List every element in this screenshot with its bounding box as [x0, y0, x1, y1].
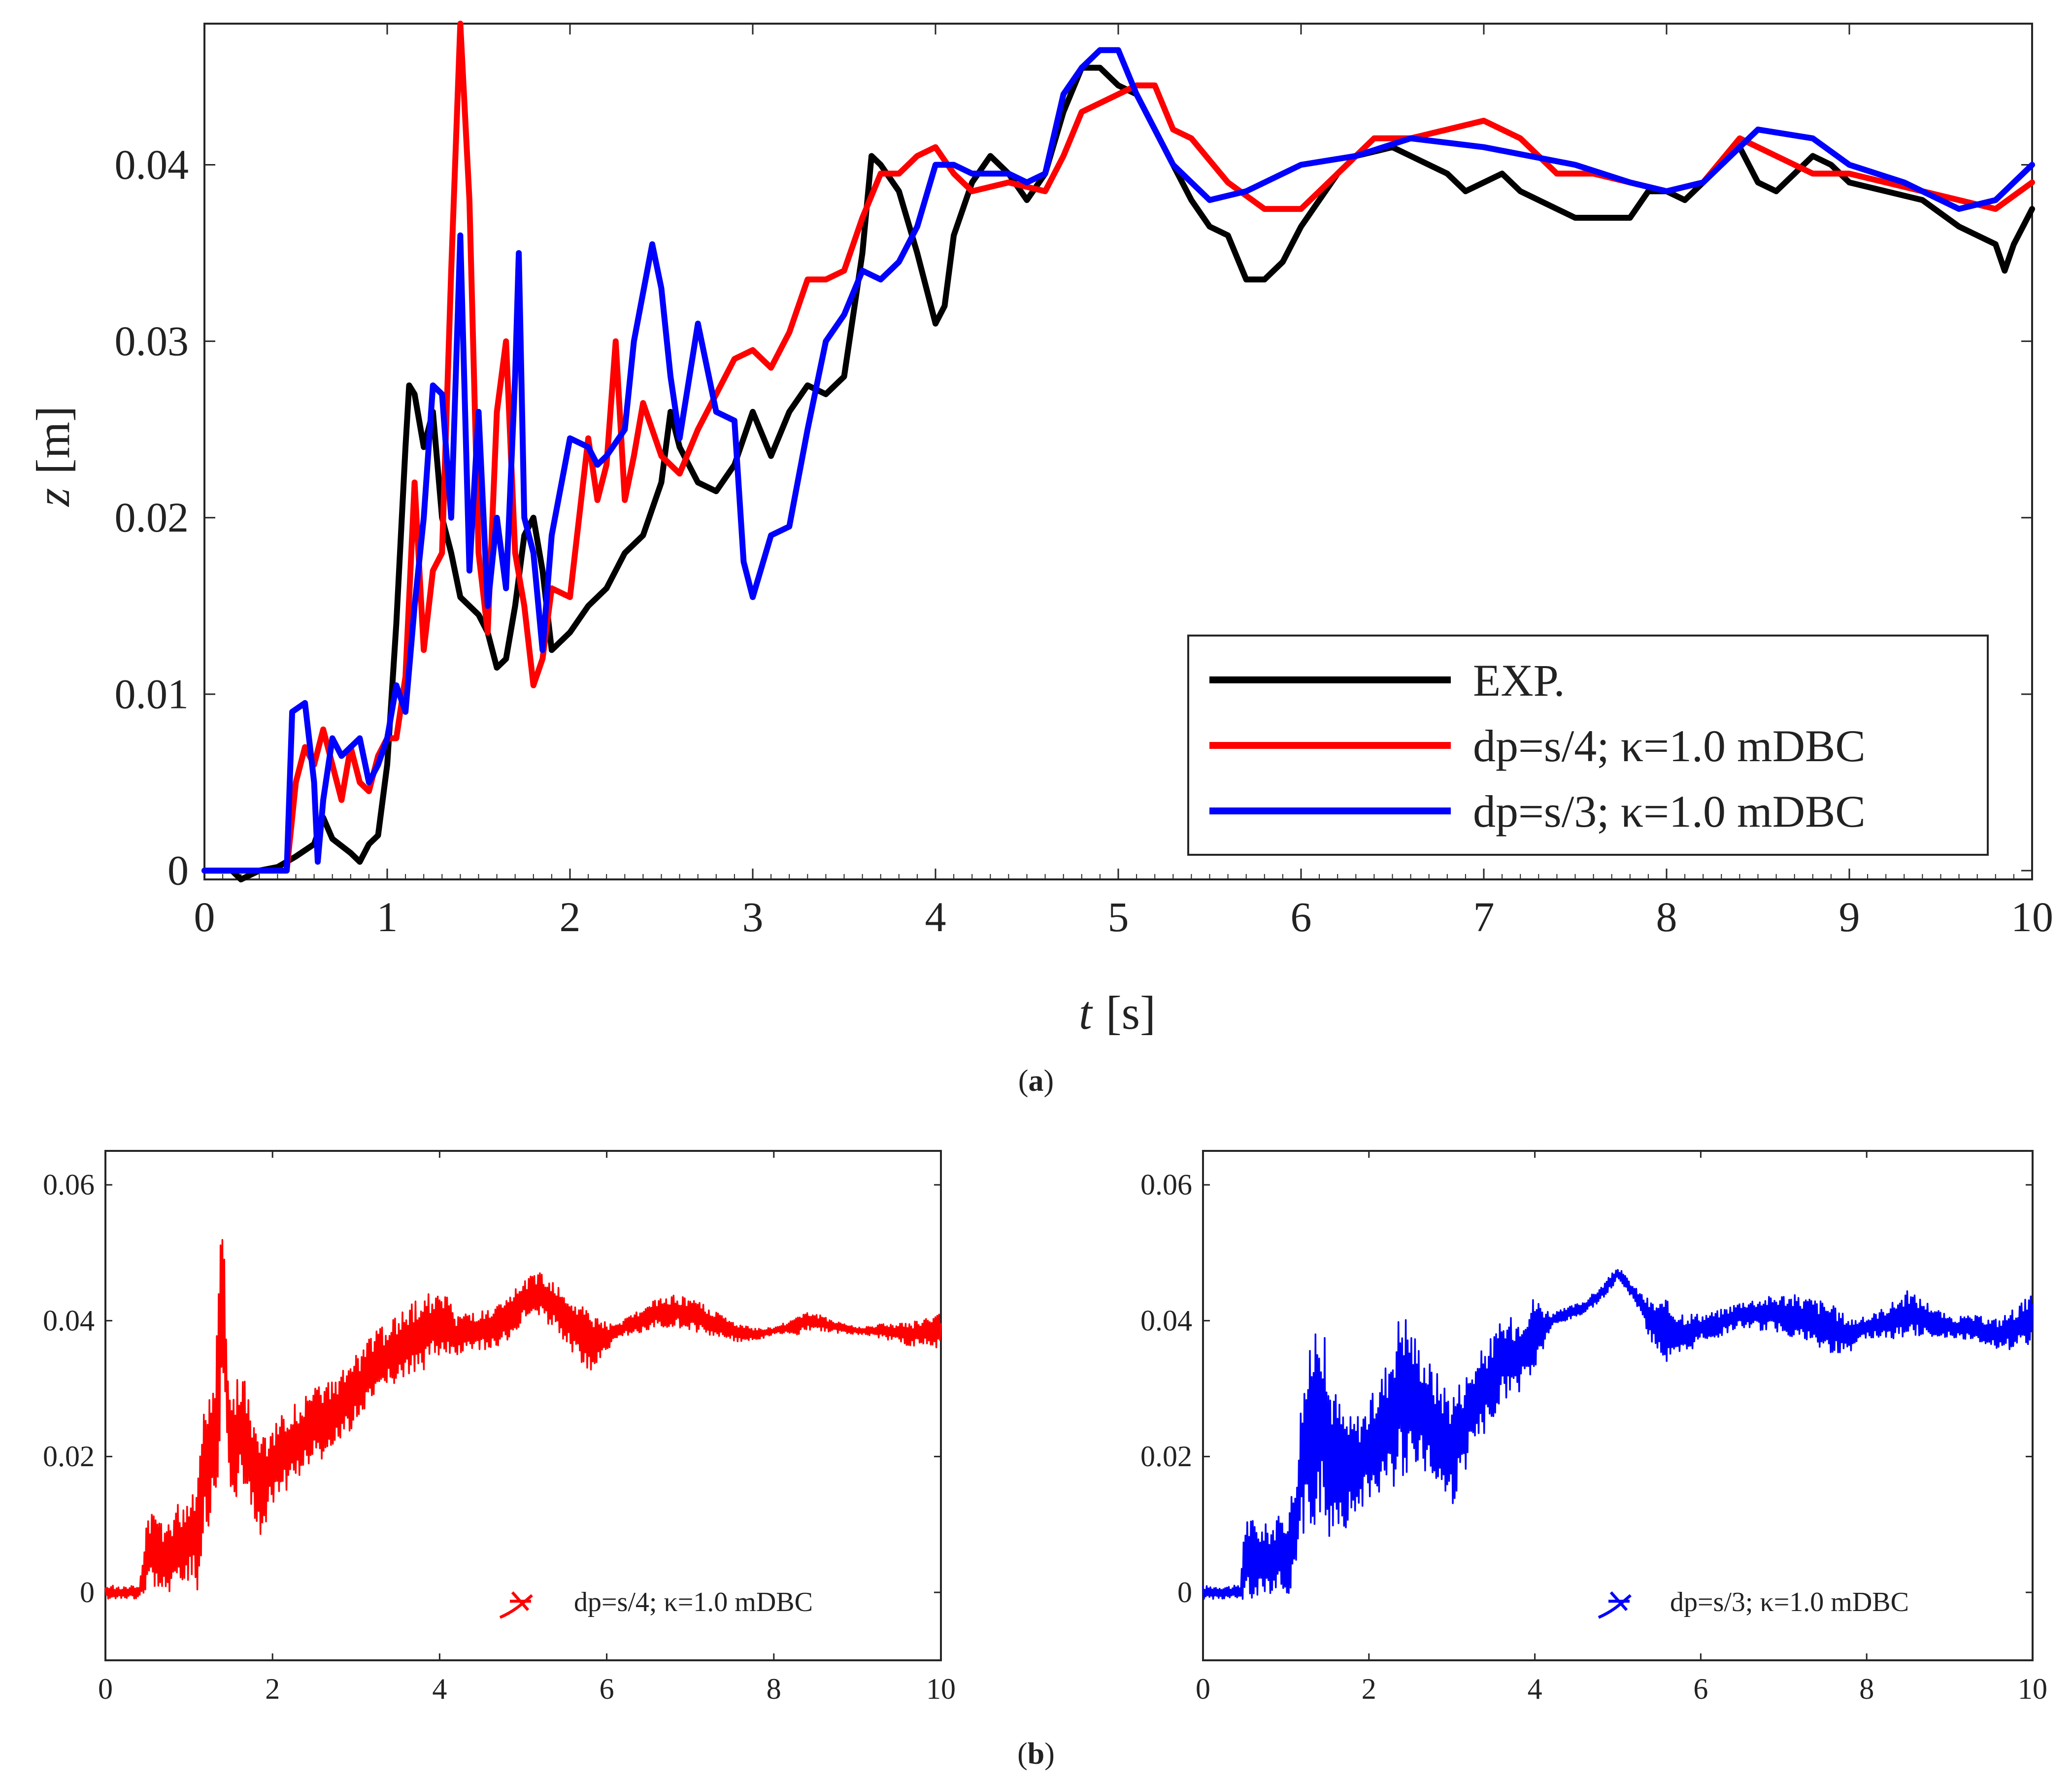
x-tick-label: 2 — [1362, 1673, 1376, 1705]
x-tick-label: 7 — [1473, 893, 1495, 941]
x-tick-label: 4 — [1528, 1673, 1542, 1705]
legend-label-dp-s3: dp=s/3; κ=1.0 mDBC — [1473, 786, 1866, 837]
x-tick-label: 10 — [926, 1673, 956, 1705]
x-tick-label: 1 — [377, 893, 398, 941]
panel-b-right-series — [1202, 1269, 2034, 1600]
y-tick-label: 0.04 — [1140, 1304, 1192, 1337]
legend-label-dp-s4-small: dp=s/4; κ=1.0 mDBC — [574, 1587, 813, 1617]
caption-a: (a) — [1018, 1064, 1054, 1098]
y-tick-label: 0.06 — [1140, 1169, 1192, 1201]
x-tick-label: 4 — [925, 893, 946, 941]
y-tick-label: 0 — [167, 846, 189, 894]
panel-b-right-chart: 0 2 4 6 8 10 0 0.02 0.04 0.06 dp=s/3; κ=1.0 mDBC — [1140, 1150, 2047, 1705]
x-tick-label: 8 — [767, 1673, 781, 1705]
panel-b-left-ticks: 0 2 4 6 8 10 0 0.02 0.04 0.06 — [43, 1151, 956, 1705]
y-tick-label: 0.02 — [1140, 1440, 1192, 1473]
panel-b-left-series — [104, 1239, 942, 1600]
x-tick-label: 8 — [1656, 893, 1677, 941]
y-tick-label: 0.06 — [43, 1169, 95, 1201]
panel-a-ylabel-symbol: z — [27, 488, 79, 507]
x-tick-label: 8 — [1859, 1673, 1874, 1705]
x-tick-label: 5 — [1108, 893, 1129, 941]
panel-a-ticks: 0 1 2 3 4 5 6 7 8 9 10 0 0.01 0.02 0.03 0.04 — [115, 24, 2053, 941]
panel-b-right-ticks: 0 2 4 6 8 10 0 0.02 0.04 0.06 — [1140, 1151, 2047, 1705]
y-tick-label: 0.03 — [115, 317, 189, 365]
panel-b-left-legend: dp=s/4; κ=1.0 mDBC — [499, 1587, 813, 1619]
x-tick-label: 10 — [2018, 1673, 2047, 1705]
panel-a-xlabel: t [s] — [1079, 986, 1156, 1039]
y-tick-label: 0 — [1177, 1576, 1192, 1609]
panel-a-ylabel-group: z [m] — [27, 406, 79, 507]
panel-b-left-axes-box — [104, 1150, 942, 1661]
x-tick-label: 2 — [560, 893, 581, 941]
panel-b-right-legend: dp=s/3; κ=1.0 mDBC — [1598, 1587, 1909, 1619]
series-line-exp — [201, 65, 2035, 882]
x-tick-label: 0 — [194, 893, 215, 941]
legend-swatch-dp-s3-small — [1598, 1591, 1632, 1619]
caption-a-letter: a — [1029, 1064, 1044, 1098]
panel-a-legend: EXP. dp=s/4; κ=1.0 mDBC dp=s/3; κ=1.0 mD… — [1187, 635, 1989, 856]
panel-b-right-axes-box — [1202, 1150, 2034, 1661]
y-tick-label: 0.01 — [115, 670, 189, 717]
y-tick-label: 0.04 — [43, 1304, 95, 1337]
x-tick-label: 6 — [1291, 893, 1312, 941]
x-tick-label: 3 — [742, 893, 764, 941]
x-tick-label: 6 — [1693, 1673, 1708, 1705]
x-tick-label: 0 — [98, 1673, 113, 1705]
legend-label-dp-s3-small: dp=s/3; κ=1.0 mDBC — [1670, 1587, 1909, 1617]
x-tick-label: 4 — [432, 1673, 447, 1705]
x-tick-label: 2 — [265, 1673, 280, 1705]
y-tick-label: 0.04 — [115, 141, 189, 188]
panel-b-left-chart: 0 2 4 6 8 10 0 0.02 0.04 0.06 dp=s/4; κ=1.0 mDBC — [43, 1150, 956, 1705]
x-tick-label: 0 — [1196, 1673, 1210, 1705]
legend-label-exp: EXP. — [1473, 655, 1565, 706]
panel-a-xlabel-symbol: t — [1079, 986, 1093, 1039]
panel-a-ylabel-unit: [m] — [27, 406, 79, 474]
legend-swatch-dp-s4-small — [499, 1591, 533, 1619]
x-tick-label: 9 — [1839, 893, 1860, 941]
y-tick-label: 0.02 — [115, 494, 189, 541]
y-tick-label: 0 — [80, 1576, 95, 1609]
series-line-dp-s-3-kappa-1-0-mdbc — [1202, 1269, 2034, 1600]
caption-b: (b) — [1017, 1737, 1055, 1771]
panel-a-xlabel-unit: [s] — [1106, 986, 1156, 1039]
x-tick-label: 10 — [2011, 893, 2053, 941]
y-tick-label: 0.02 — [43, 1440, 95, 1473]
series-line-dp-s-4-kappa-1-0-mdbc — [201, 21, 2035, 874]
panel-a-ylabel: z [m] — [27, 406, 79, 507]
series-line-dp-s-4-kappa-1-0-mdbc — [104, 1239, 942, 1600]
x-tick-label: 6 — [600, 1673, 614, 1705]
caption-b-letter: b — [1028, 1737, 1044, 1771]
panel-a-series — [201, 21, 2035, 882]
series-line-dp-s-3-kappa-1-0-mdbc — [201, 47, 2035, 874]
legend-label-dp-s4: dp=s/4; κ=1.0 mDBC — [1473, 721, 1866, 771]
